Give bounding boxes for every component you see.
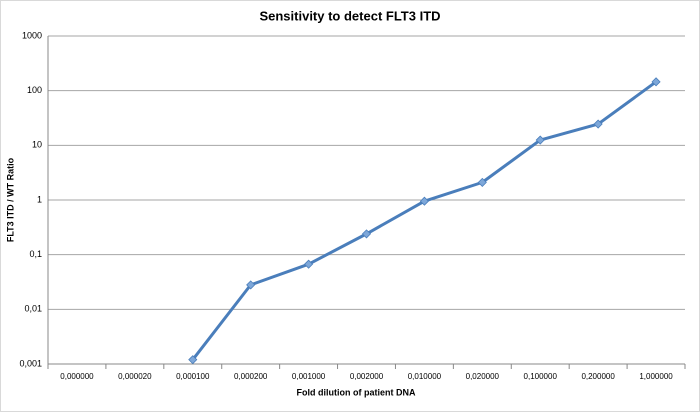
marker	[304, 259, 314, 269]
marker	[593, 119, 603, 129]
marker	[419, 196, 429, 206]
y-tick-label: 0,1	[29, 249, 42, 259]
marker	[477, 177, 487, 187]
x-tick-label: 0,000200	[234, 372, 268, 381]
chart-title: Sensitivity to detect FLT3 ITD	[259, 8, 440, 23]
y-tick-label: 0,01	[24, 304, 42, 314]
marker	[361, 229, 372, 239]
x-tick-label: 0,020000	[466, 372, 500, 381]
marker	[651, 77, 661, 87]
x-tick-label: 0,000000	[60, 372, 94, 381]
y-tick-label: 1	[37, 194, 42, 204]
y-tick-label: 100	[27, 85, 42, 95]
x-tick-label: 0,200000	[581, 372, 615, 381]
x-tick-label: 0,100000	[524, 372, 558, 381]
x-tick-label: 0,001000	[292, 372, 326, 381]
x-tick-label: 0,000020	[118, 372, 152, 381]
y-tick-label: 10	[32, 140, 42, 150]
y-tick-label: 0,001	[19, 358, 42, 368]
x-tick-label: 1,000000	[639, 372, 673, 381]
marker	[188, 355, 198, 365]
marker	[535, 135, 545, 145]
x-tick-label: 0,010000	[408, 372, 442, 381]
x-tick-label: 0,002000	[350, 372, 384, 381]
marker	[246, 280, 256, 290]
y-axis-label: FLT3 ITD / WT Ratio	[5, 157, 15, 242]
y-tick-label: 1000	[22, 30, 42, 40]
x-axis-label: Fold dilution of patient DNA	[297, 387, 416, 397]
x-tick-label: 0,000100	[176, 372, 210, 381]
